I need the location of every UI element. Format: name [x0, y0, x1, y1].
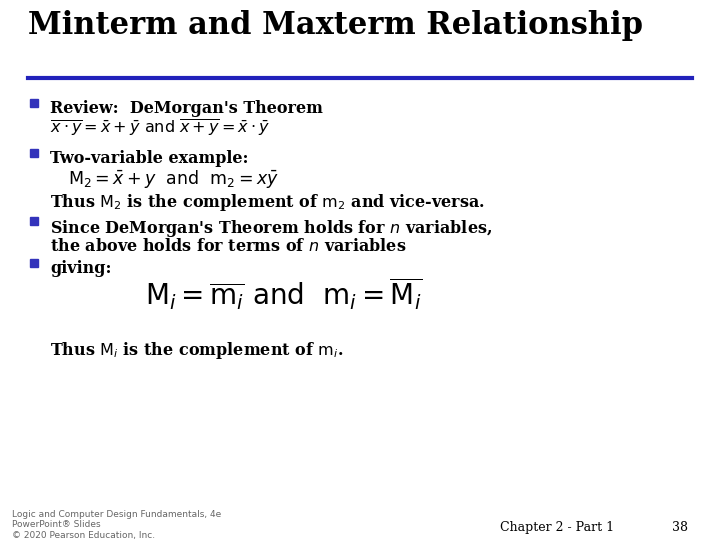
FancyBboxPatch shape — [30, 149, 38, 157]
Text: $\mathrm{M}_2 = \bar{x}+y \ \ \mathrm{and} \ \ \mathrm{m}_2 = x\bar{y}$: $\mathrm{M}_2 = \bar{x}+y \ \ \mathrm{an… — [68, 168, 279, 190]
Text: Review:  DeMorgan's Theorem: Review: DeMorgan's Theorem — [50, 100, 323, 117]
Text: $\overline{x \cdot y} = \bar{x}+\bar{y}$$ \ \mathrm{and} \ $$\overline{x+y} = \b: $\overline{x \cdot y} = \bar{x}+\bar{y}$… — [50, 118, 270, 139]
Text: Two-variable example:: Two-variable example: — [50, 150, 248, 167]
Text: giving:: giving: — [50, 260, 112, 277]
Text: the above holds for terms of $n$ variables: the above holds for terms of $n$ variabl… — [50, 238, 407, 255]
Text: Since DeMorgan's Theorem holds for $n$ variables,: Since DeMorgan's Theorem holds for $n$ v… — [50, 218, 492, 239]
Text: Thus $\mathrm{M}_2$ is the complement of $\mathrm{m}_2$ and vice-versa.: Thus $\mathrm{M}_2$ is the complement of… — [50, 192, 485, 213]
FancyBboxPatch shape — [30, 99, 38, 107]
FancyBboxPatch shape — [30, 217, 38, 225]
FancyBboxPatch shape — [30, 259, 38, 267]
Text: $\mathrm{M}_i = \overline{\mathrm{m}_i} \ \mathrm{and} \ \ \mathrm{m}_i = \overl: $\mathrm{M}_i = \overline{\mathrm{m}_i} … — [145, 275, 422, 312]
Text: 38: 38 — [672, 521, 688, 534]
Text: Chapter 2 - Part 1: Chapter 2 - Part 1 — [500, 521, 614, 534]
Text: Minterm and Maxterm Relationship: Minterm and Maxterm Relationship — [28, 10, 643, 41]
Text: Logic and Computer Design Fundamentals, 4e
PowerPoint® Slides
© 2020 Pearson Edu: Logic and Computer Design Fundamentals, … — [12, 510, 221, 540]
Text: Thus $\mathrm{M}_i$ is the complement of $\mathrm{m}_i$.: Thus $\mathrm{M}_i$ is the complement of… — [50, 340, 343, 361]
